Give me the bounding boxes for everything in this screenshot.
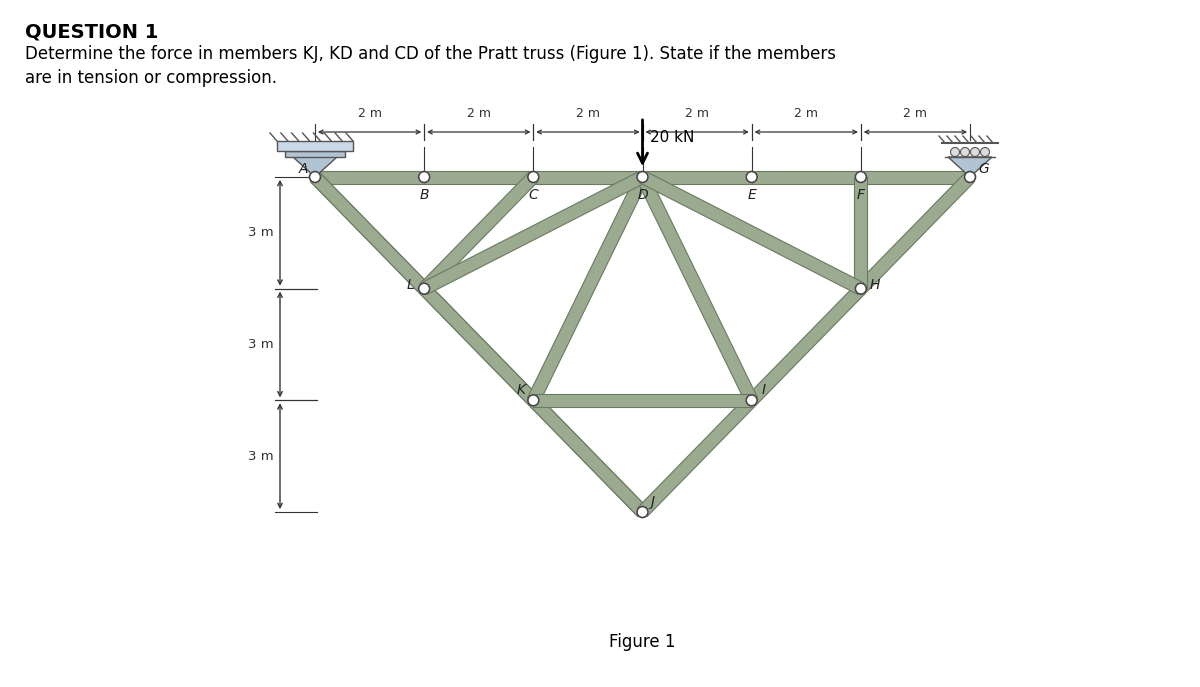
Circle shape	[637, 172, 648, 183]
Text: K: K	[517, 383, 526, 397]
Text: 3 m: 3 m	[248, 226, 274, 239]
Polygon shape	[638, 396, 756, 517]
FancyBboxPatch shape	[286, 151, 346, 157]
Polygon shape	[311, 172, 428, 293]
Polygon shape	[421, 171, 646, 295]
Polygon shape	[528, 174, 648, 403]
Text: E: E	[748, 188, 756, 202]
Text: B: B	[420, 188, 428, 202]
Polygon shape	[424, 170, 533, 183]
Circle shape	[746, 172, 757, 183]
Text: F: F	[857, 188, 865, 202]
Polygon shape	[860, 170, 970, 183]
Polygon shape	[748, 284, 865, 405]
Text: J: J	[650, 495, 654, 509]
Polygon shape	[533, 170, 642, 183]
Polygon shape	[751, 170, 860, 183]
Circle shape	[980, 148, 990, 157]
Text: are in tension or compression.: are in tension or compression.	[25, 69, 277, 87]
Polygon shape	[640, 171, 864, 295]
Circle shape	[528, 395, 539, 406]
Polygon shape	[854, 177, 868, 289]
Text: 3 m: 3 m	[248, 450, 274, 462]
Polygon shape	[311, 172, 647, 517]
Circle shape	[419, 172, 430, 183]
Text: 2 m: 2 m	[685, 107, 709, 120]
Circle shape	[856, 172, 866, 183]
Circle shape	[746, 395, 757, 406]
Circle shape	[960, 148, 970, 157]
Text: D: D	[637, 188, 648, 202]
Circle shape	[965, 172, 976, 183]
Text: A: A	[299, 162, 307, 176]
Text: 2 m: 2 m	[794, 107, 818, 120]
Polygon shape	[314, 170, 424, 183]
FancyBboxPatch shape	[277, 141, 353, 151]
Circle shape	[310, 172, 320, 183]
Text: 3 m: 3 m	[248, 338, 274, 351]
Polygon shape	[420, 172, 538, 293]
Text: 2 m: 2 m	[904, 107, 928, 120]
Circle shape	[950, 148, 960, 157]
Polygon shape	[637, 174, 757, 403]
Circle shape	[528, 172, 539, 183]
Text: Determine the force in members KJ, KD and CD of the Pratt truss (Figure 1). Stat: Determine the force in members KJ, KD an…	[25, 45, 836, 63]
Circle shape	[971, 148, 979, 157]
Polygon shape	[856, 172, 974, 293]
Polygon shape	[948, 157, 992, 177]
Text: 20 kN: 20 kN	[650, 131, 695, 146]
Text: H: H	[870, 278, 880, 292]
Text: 2 m: 2 m	[467, 107, 491, 120]
Text: L: L	[407, 278, 414, 292]
Text: QUESTION 1: QUESTION 1	[25, 22, 158, 41]
Text: 2 m: 2 m	[576, 107, 600, 120]
Text: I: I	[762, 383, 766, 397]
Circle shape	[856, 283, 866, 294]
Circle shape	[419, 283, 430, 294]
Polygon shape	[293, 157, 337, 177]
Text: G: G	[979, 162, 989, 176]
Polygon shape	[533, 394, 751, 407]
Polygon shape	[642, 170, 751, 183]
Text: 2 m: 2 m	[358, 107, 382, 120]
Text: Figure 1: Figure 1	[610, 633, 676, 651]
Text: C: C	[528, 188, 539, 202]
Polygon shape	[420, 284, 538, 405]
Circle shape	[637, 506, 648, 517]
Polygon shape	[529, 396, 647, 517]
